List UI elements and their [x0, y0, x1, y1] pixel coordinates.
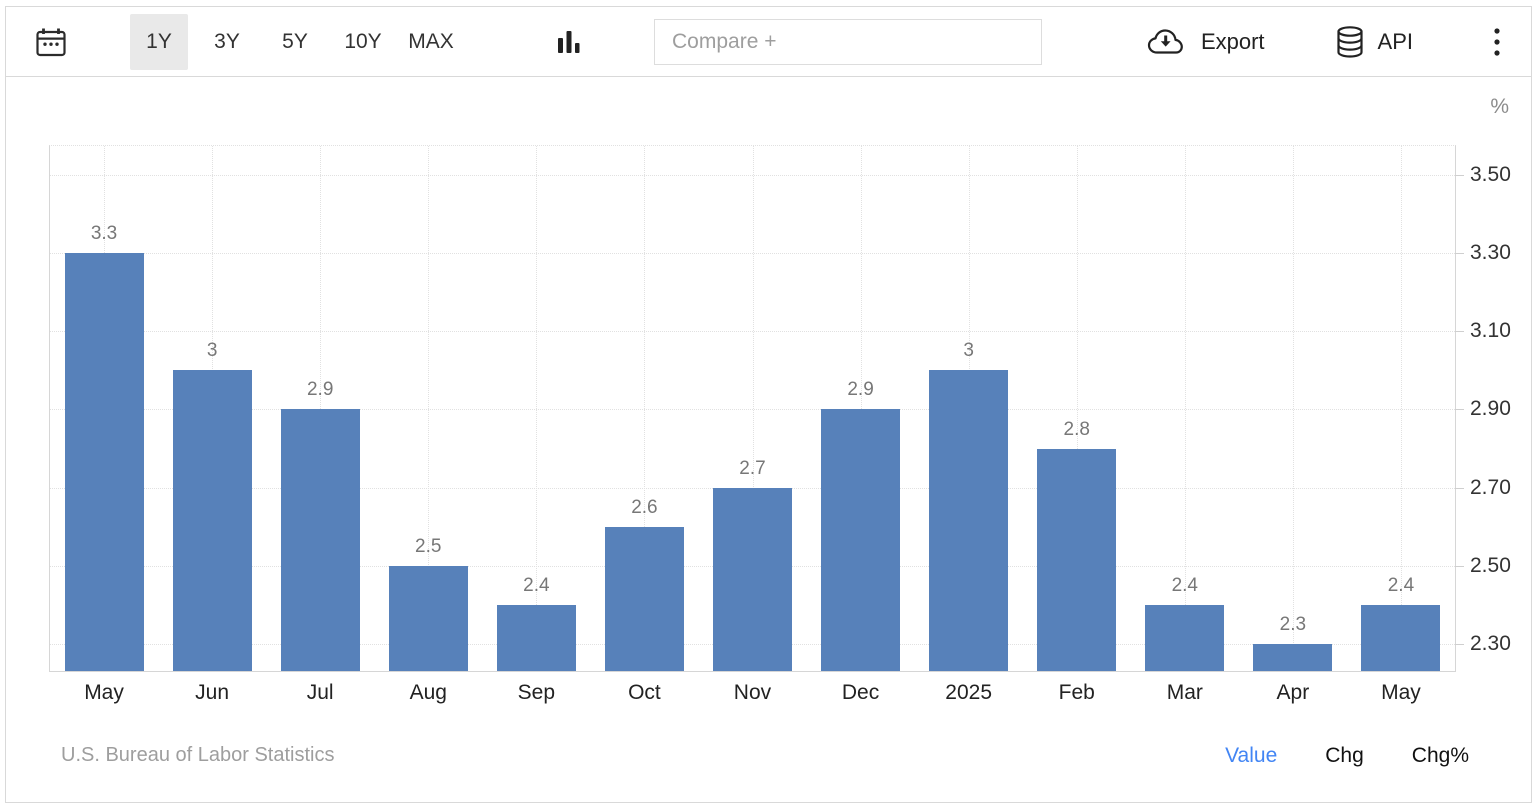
bar-value-label: 2.3 [1279, 613, 1307, 635]
bar[interactable] [172, 370, 252, 671]
bar[interactable] [64, 253, 144, 671]
y-tick-mark [1455, 565, 1464, 567]
bar[interactable] [1253, 643, 1333, 671]
export-button[interactable]: Export [1146, 27, 1265, 57]
x-gridline [860, 146, 862, 671]
range-button-5y[interactable]: 5Y [266, 14, 324, 70]
bar[interactable] [388, 565, 468, 671]
bar-value-label: 2.4 [523, 574, 550, 596]
x-gridline [428, 146, 430, 671]
x-axis-label: Mar [1166, 681, 1203, 704]
bar-value-label: 3 [963, 340, 974, 362]
chg-percent-link[interactable]: Chg% [1411, 744, 1469, 767]
toolbar-right-group: Export API [1146, 25, 1501, 59]
cloud-download-icon [1147, 28, 1183, 54]
x-gridline [644, 146, 646, 671]
chg-link[interactable]: Chg [1325, 744, 1364, 767]
chart-type-button[interactable] [556, 27, 582, 57]
y-tick-mark [1455, 409, 1464, 411]
date-range-button[interactable] [34, 25, 68, 59]
chart-widget-card: 1Y 3Y 5Y 10Y MAX Export [5, 6, 1532, 803]
y-axis-tick-label: 2.90 [1470, 397, 1511, 421]
bar[interactable] [280, 409, 360, 671]
x-gridline [1400, 146, 1402, 671]
display-mode-links: Value Chg Chg% [1225, 744, 1469, 768]
bar-value-label: 2.7 [739, 457, 766, 479]
y-tick-mark [1455, 175, 1464, 177]
compare-input[interactable] [654, 18, 1042, 65]
y-axis-tick-label: 3.10 [1470, 319, 1511, 343]
bar-value-label: 2.9 [847, 379, 874, 401]
range-selector: 1Y 3Y 5Y 10Y MAX [130, 13, 460, 70]
y-axis-tick-label: 2.30 [1470, 631, 1511, 655]
kebab-menu-icon [1494, 27, 1500, 56]
x-gridline [1076, 146, 1078, 671]
x-axis-label: Aug [409, 681, 447, 704]
range-button-max[interactable]: MAX [402, 14, 460, 70]
api-button[interactable]: API [1335, 25, 1413, 59]
y-axis-tick-label: 3.50 [1470, 163, 1511, 187]
x-axis-label: Nov [733, 681, 772, 704]
bar-value-label: 2.5 [415, 535, 442, 557]
chart-region: % 2.30 2.50 2.70 2.90 3.10 3.30 3.50 3.3 May 3 Jun… [6, 77, 1531, 802]
x-gridline [1184, 146, 1186, 671]
bar[interactable] [821, 409, 901, 671]
y-axis-tick-label: 2.50 [1470, 553, 1511, 577]
x-gridline [1292, 146, 1294, 671]
plot-area: 2.30 2.50 2.70 2.90 3.10 3.30 3.50 3.3 May 3 Jun 2.… [49, 145, 1511, 704]
api-label: API [1377, 28, 1413, 54]
x-axis-label: Dec [841, 681, 880, 704]
y-tick-mark [1455, 643, 1464, 645]
bar-value-label: 2.8 [1063, 418, 1090, 440]
bar-value-label: 3 [206, 340, 218, 362]
x-axis-label: Jul [306, 681, 334, 704]
x-axis-label: Feb [1058, 681, 1095, 704]
bar-value-label: 2.4 [1387, 574, 1415, 596]
range-button-3y[interactable]: 3Y [198, 14, 256, 70]
x-axis-label: May [84, 681, 124, 704]
range-button-1y[interactable]: 1Y [130, 13, 188, 70]
value-link[interactable]: Value [1225, 744, 1278, 767]
bar-value-label: 2.4 [1171, 574, 1198, 596]
x-gridline [320, 146, 322, 671]
bar-value-label: 2.6 [631, 496, 658, 518]
y-tick-mark [1455, 487, 1464, 489]
export-label: Export [1200, 28, 1265, 54]
range-button-10y[interactable]: 10Y [334, 14, 392, 70]
more-options-button[interactable] [1493, 25, 1501, 59]
x-axis-label: Sep [517, 681, 556, 704]
source-attribution: U.S. Bureau of Labor Statistics [61, 744, 335, 766]
x-axis-label: 2025 [945, 681, 992, 704]
bar[interactable] [496, 604, 576, 671]
x-axis-label: Jun [195, 681, 230, 704]
x-axis-label: Apr [1276, 681, 1310, 704]
x-gridline [536, 146, 538, 671]
column-chart-icon [558, 30, 580, 53]
y-tick-mark [1455, 331, 1464, 333]
y-tick-mark [1455, 253, 1464, 255]
bar[interactable] [604, 526, 684, 671]
bar[interactable] [713, 487, 792, 671]
bar[interactable] [1145, 604, 1225, 671]
y-axis-tick-label: 3.30 [1470, 241, 1511, 265]
x-gridline [752, 146, 754, 671]
bar[interactable] [1037, 448, 1117, 671]
toolbar: 1Y 3Y 5Y 10Y MAX Export [6, 7, 1531, 77]
database-icon [1336, 25, 1363, 58]
bar-value-label: 3.3 [90, 223, 118, 245]
calendar-icon [36, 28, 66, 56]
y-axis-unit-label: % [1490, 95, 1509, 118]
bar[interactable] [1361, 604, 1441, 671]
y-axis-tick-label: 2.70 [1470, 475, 1511, 499]
x-axis-label: May [1381, 681, 1421, 704]
bar-value-label: 2.9 [306, 379, 334, 401]
x-axis-label: Oct [628, 681, 661, 704]
bar[interactable] [929, 370, 1009, 671]
